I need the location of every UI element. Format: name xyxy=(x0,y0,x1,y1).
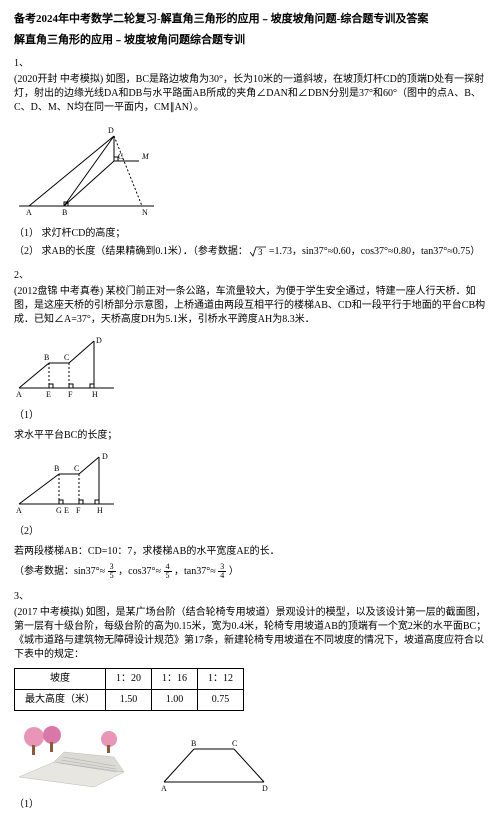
q1-sub2-b: =1.73，sin37°≈0.60，cos37°≈0.80，tan37°≈0.7… xyxy=(269,246,480,257)
q2-number: 2、 xyxy=(14,269,490,283)
svg-text:F: F xyxy=(68,390,73,398)
q2-figure2: A F G H D B C E xyxy=(14,449,490,519)
q2-ref: （参考数据：sin37°≈ 35 ，cos37°≈ 45 ，tan37°≈ 34… xyxy=(14,563,490,580)
table-cell: 1：20 xyxy=(106,668,152,689)
svg-text:H: H xyxy=(97,506,103,514)
table-cell: 最大高度（米） xyxy=(15,689,106,710)
frac2: 45 xyxy=(164,563,172,580)
frac3-den: 4 xyxy=(218,572,226,580)
svg-text:D: D xyxy=(262,784,268,792)
q2-ref-a: （参考数据：sin37°≈ xyxy=(14,566,105,577)
svg-text:F: F xyxy=(76,506,81,514)
q3-table: 坡度 1：20 1：16 1：12 最大高度（米） 1.50 1.00 0.75 xyxy=(14,668,244,711)
table-cell: 0.75 xyxy=(198,689,244,710)
q2-fig1-label: （1） xyxy=(14,409,490,423)
q2-fig2-label: （2） xyxy=(14,525,490,539)
q3-fig-label: （1） xyxy=(14,798,490,812)
svg-text:A: A xyxy=(16,390,22,398)
svg-text:E: E xyxy=(64,506,69,514)
frac2-den: 5 xyxy=(164,572,172,580)
q1-text: (2020开封 中考模拟) 如图，BC是路边坡角为30°，长为10米的一道斜坡，… xyxy=(14,73,490,115)
q1-sub1: （1） 求灯杆CD的高度； xyxy=(14,227,490,241)
svg-text:A: A xyxy=(26,208,32,216)
q2-sub: 求水平平台BC的长度； xyxy=(14,429,490,443)
q2-sub2a: 若两段楼梯AB：CD=10：7，求楼梯AB的水平宽度AE的长． xyxy=(14,545,490,559)
svg-text:A: A xyxy=(16,506,22,514)
svg-text:D: D xyxy=(102,452,108,461)
q1-figure: A B N D C M xyxy=(14,121,490,221)
frac1-den: 5 xyxy=(108,572,116,580)
svg-text:C: C xyxy=(74,464,79,473)
svg-text:A: A xyxy=(161,784,167,792)
q3-figure-row: A B C D xyxy=(14,717,490,792)
svg-text:C: C xyxy=(232,739,237,748)
svg-text:B: B xyxy=(62,208,67,216)
q3-number: 3、 xyxy=(14,590,490,604)
q2-ref-c: ，tan37°≈ xyxy=(174,566,216,577)
svg-text:B: B xyxy=(54,464,59,473)
frac3: 34 xyxy=(218,563,226,580)
table-row: 最大高度（米） 1.50 1.00 0.75 xyxy=(15,689,244,710)
table-cell: 1.00 xyxy=(152,689,198,710)
page-subtitle: 解直角三角形的应用﹣坡度坡角问题综合题专训 xyxy=(14,33,490,48)
q1-sub2-a: （2） 求AB的长度（结果精确到0.1米）．（参考数据： xyxy=(14,246,248,257)
q3-text: (2017 中考模拟) 如图，是某广场台阶（结合轮椅专用坡道）景观设计的模型，以… xyxy=(14,606,490,662)
q1-number: 1、 xyxy=(14,57,490,71)
svg-text:C: C xyxy=(64,353,69,362)
svg-text:E: E xyxy=(46,390,51,398)
q1-sub2: （2） 求AB的长度（结果精确到0.1米）．（参考数据： 3 =1.73，sin… xyxy=(14,245,490,259)
frac1: 35 xyxy=(108,563,116,580)
page-title: 备考2024年中考数学二轮复习-解直角三角形的应用﹣坡度坡角问题-综合题专训及答… xyxy=(14,12,490,27)
q2-figure1: A E F H D B C xyxy=(14,333,490,403)
svg-text:B: B xyxy=(191,739,196,748)
svg-text:M: M xyxy=(141,152,150,161)
table-cell: 坡度 xyxy=(15,668,106,689)
table-row: 坡度 1：20 1：16 1：12 xyxy=(15,668,244,689)
svg-text:D: D xyxy=(108,126,114,135)
q2-ref-d: ） xyxy=(229,566,239,577)
q2-text: (2012盘锦 中考真卷) 某校门前正对一条公路，车流量较大，为便于学生安全通过… xyxy=(14,285,490,327)
svg-text:3: 3 xyxy=(258,247,263,257)
svg-text:G: G xyxy=(56,506,62,514)
table-cell: 1.50 xyxy=(106,689,152,710)
svg-text:D: D xyxy=(96,336,102,345)
q2-ref-b: ，cos37°≈ xyxy=(118,566,161,577)
table-cell: 1：12 xyxy=(198,668,244,689)
svg-text:H: H xyxy=(92,390,98,398)
q3-figure-3d xyxy=(14,717,134,792)
svg-text:N: N xyxy=(142,208,148,216)
svg-text:B: B xyxy=(44,353,49,362)
q3-figure-section: A B C D xyxy=(154,737,274,792)
svg-text:C: C xyxy=(118,152,123,161)
q1-sqrt: 3 xyxy=(250,246,269,257)
table-cell: 1：16 xyxy=(152,668,198,689)
